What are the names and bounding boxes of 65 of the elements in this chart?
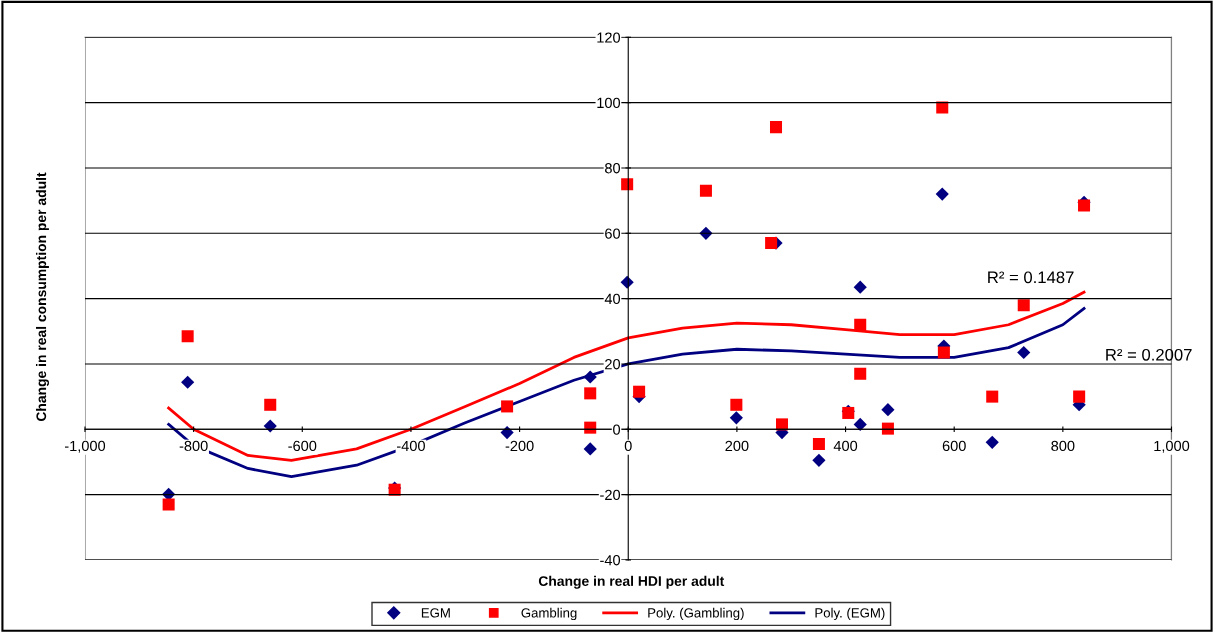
point xyxy=(881,403,895,417)
legend-label: Poly. (EGM) xyxy=(815,607,885,621)
x-axis-title: Change in real HDI per adult xyxy=(538,575,725,589)
x-tick-label: 0 xyxy=(624,440,632,452)
point xyxy=(501,400,514,413)
line-series xyxy=(167,290,1086,462)
point xyxy=(620,275,634,289)
y-tick-label: 0 xyxy=(613,424,621,435)
point xyxy=(1078,199,1091,212)
point xyxy=(264,398,277,411)
x-tick-label: 1,000 xyxy=(1154,440,1190,453)
point xyxy=(584,387,597,400)
annotation: R² = 0.2007 xyxy=(1106,348,1192,361)
legend-label: Gambling xyxy=(521,607,577,621)
y-tick-label: 40 xyxy=(604,293,621,305)
line-series xyxy=(167,307,1086,479)
point xyxy=(937,346,950,359)
point xyxy=(881,422,894,435)
y-tick-label: 80 xyxy=(605,163,621,174)
point xyxy=(1017,345,1031,360)
x-tick-label: 400 xyxy=(833,440,858,452)
point xyxy=(854,367,867,380)
point xyxy=(985,435,999,449)
point xyxy=(263,419,277,433)
point xyxy=(584,421,597,434)
point xyxy=(986,390,999,403)
y-tick-label: 120 xyxy=(597,32,621,43)
point xyxy=(583,442,597,456)
point xyxy=(500,425,514,440)
y-axis-title: Change in real consumption per adult xyxy=(35,172,49,422)
y-tick-label: -40 xyxy=(600,555,621,566)
point xyxy=(633,385,646,398)
point xyxy=(770,121,783,134)
legend-label: Poly. (Gambling) xyxy=(648,607,744,621)
point xyxy=(812,437,825,450)
point xyxy=(935,187,949,201)
y-tick-label: -20 xyxy=(600,489,621,501)
x-tick-label: -600 xyxy=(288,440,317,452)
x-tick-label: 600 xyxy=(942,440,966,452)
point xyxy=(936,101,949,114)
x-tick-label: 800 xyxy=(1051,440,1075,452)
point xyxy=(854,318,867,331)
point xyxy=(853,280,867,294)
point xyxy=(765,237,778,250)
point xyxy=(699,184,712,197)
point xyxy=(730,398,743,411)
annotation: R² = 0.1487 xyxy=(988,271,1074,284)
point xyxy=(162,498,175,511)
point xyxy=(1073,390,1086,403)
legend-label: EGM xyxy=(421,608,450,618)
x-tick-label: 200 xyxy=(725,440,749,452)
point xyxy=(853,417,867,431)
point xyxy=(729,411,743,425)
y-tick-label: 60 xyxy=(605,228,621,239)
y-tick-label: 100 xyxy=(597,97,621,109)
point xyxy=(1017,299,1030,312)
point xyxy=(812,453,826,467)
point xyxy=(181,330,194,343)
y-tick-label: 20 xyxy=(605,359,621,370)
point xyxy=(583,370,597,384)
point xyxy=(181,375,195,389)
point xyxy=(621,178,634,191)
point xyxy=(775,418,788,431)
x-tick-label: -200 xyxy=(505,440,534,452)
x-tick-label: -1,000 xyxy=(64,440,106,453)
